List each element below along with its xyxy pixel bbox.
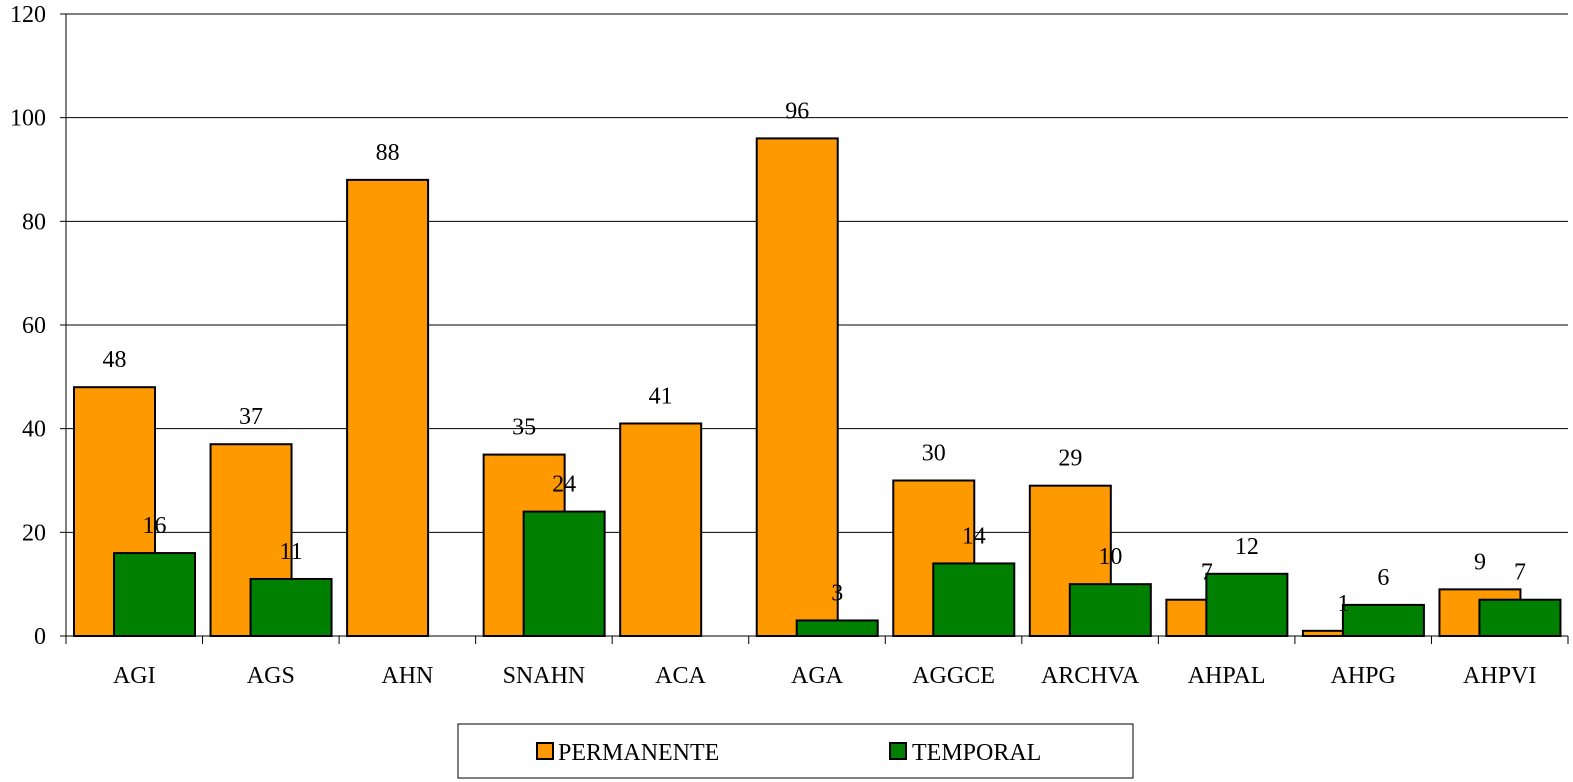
data-label-permanente-ahn: 88 (376, 140, 400, 166)
bar-temporal-snahn (522, 510, 606, 638)
data-label-permanente-ahpvi: 9 (1474, 549, 1486, 575)
data-label-temporal-ahpg: 6 (1377, 565, 1389, 591)
legend: PERMANENTE TEMPORAL (457, 723, 1134, 779)
legend-swatch-permanente (536, 742, 554, 760)
data-label-temporal-aga: 3 (831, 580, 843, 606)
y-tick-label: 0 (34, 624, 46, 650)
x-tick-label-archva: ARCHVA (1041, 663, 1140, 689)
data-label-permanente-agi: 48 (103, 347, 127, 373)
data-label-permanente-archva: 29 (1058, 446, 1082, 472)
bar-permanente-ahn (346, 178, 430, 637)
bar-temporal-ahpg (1341, 603, 1425, 638)
x-tick-label-ags: AGS (247, 663, 295, 689)
bars (73, 137, 1562, 638)
y-axis-tick-labels: 0 20 40 60 80 100 120 (10, 2, 46, 650)
data-label-temporal-archva: 10 (1098, 544, 1122, 570)
y-tick-label: 120 (10, 2, 46, 28)
data-label-temporal-aggce: 14 (962, 523, 986, 549)
legend-label-temporal: TEMPORAL (912, 740, 1041, 766)
y-tick-label: 20 (22, 520, 46, 546)
data-label-temporal-agi: 16 (143, 513, 167, 539)
data-label-permanente-aggce: 30 (922, 441, 946, 467)
bar-temporal-aggce (932, 562, 1016, 638)
data-label-temporal-ags: 11 (279, 539, 302, 565)
bar-temporal-ags (249, 577, 333, 638)
bar-temporal-aga (795, 619, 879, 638)
bar-permanente-aga (755, 137, 839, 637)
data-label-permanente-snahn: 35 (512, 415, 536, 441)
bar-temporal-ahpvi (1478, 598, 1562, 638)
axes (60, 13, 1569, 644)
data-labels: 48 37 88 35 41 96 30 29 7 1 9 16 11 24 3 14 10 12 6 7 (103, 98, 1526, 616)
data-label-permanente-ags: 37 (239, 404, 263, 430)
legend-label-permanente: PERMANENTE (558, 740, 719, 766)
data-label-temporal-ahpvi: 7 (1514, 560, 1526, 586)
y-tick-label: 80 (22, 209, 46, 235)
x-tick-label-aga: AGA (791, 663, 844, 689)
legend-box (457, 723, 1134, 779)
legend-swatch-temporal (889, 742, 907, 760)
x-tick-label-ahpg: AHPG (1331, 663, 1396, 689)
bar-temporal-agi (113, 552, 196, 637)
data-label-permanente-aga: 96 (785, 98, 809, 124)
x-tick-label-aggce: AGGCE (912, 663, 995, 689)
y-tick-label: 100 (10, 106, 46, 132)
y-tick-label: 60 (22, 313, 46, 339)
x-tick-label-ahpvi: AHPVI (1463, 663, 1536, 689)
data-label-temporal-snahn: 24 (552, 472, 576, 498)
data-label-permanente-aca: 41 (649, 383, 673, 409)
bar-temporal-archva (1068, 583, 1152, 638)
x-tick-label-snahn: SNAHN (503, 663, 586, 689)
y-tick-label: 40 (22, 417, 46, 443)
x-axis-tick-labels: AGI AGS AHN SNAHN ACA AGA AGGCE ARCHVA AHPAL AHPG… (113, 663, 1536, 689)
x-tick-label-agi: AGI (113, 663, 156, 689)
x-tick-label-ahn: AHN (381, 663, 433, 689)
bar-temporal-ahpal (1205, 572, 1289, 637)
x-tick-label-aca: ACA (655, 663, 706, 689)
data-label-temporal-ahpal: 12 (1235, 534, 1259, 560)
data-label-permanente-ahpal: 7 (1201, 560, 1213, 586)
x-tick-label-ahpal: AHPAL (1188, 663, 1266, 689)
bar-permanente-aca (619, 422, 703, 637)
data-label-permanente-ahpg: 1 (1337, 591, 1349, 617)
